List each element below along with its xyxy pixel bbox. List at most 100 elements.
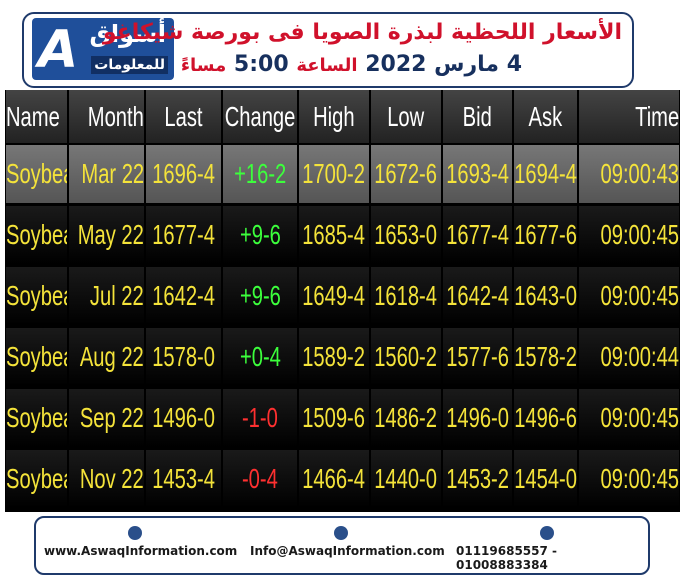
cell-text: Soybean (6, 158, 67, 189)
cell-text: Mar 22 (81, 158, 144, 189)
column-header: Month (87, 100, 144, 132)
cell-text: 1453-4 (152, 463, 215, 494)
cell-text-cell: -0-4 (223, 450, 297, 508)
cell-text: May 22 (77, 219, 144, 250)
cell-text-cell: 1642-4 (146, 267, 221, 325)
cell-text: 1677-4 (152, 219, 215, 250)
cell-text: 1696-4 (152, 158, 215, 189)
cell-text-cell: 1693-4 (443, 145, 512, 203)
web-icon (128, 526, 142, 540)
cell-text: +9-6 (239, 219, 281, 250)
cell-text: 1677-4 (446, 219, 509, 250)
cell-text: 09:00:45 (600, 280, 679, 311)
cell-text-cell: 1509-6 (299, 389, 369, 447)
cell-text-cell: 1496-6 (514, 389, 577, 447)
cell-text: 1560-2 (374, 341, 438, 372)
website: www.AswaqInformation.com (44, 544, 238, 558)
cell-text: +9-6 (239, 280, 281, 311)
cell-text: 1578-0 (152, 341, 215, 372)
cell-text-cell: Soybean (6, 328, 67, 386)
cell-text-cell: 1578-0 (146, 328, 221, 386)
cell-text: Soybean (6, 402, 67, 433)
cell-text-cell: 1466-4 (299, 450, 369, 508)
cell-text-cell: 1685-4 (299, 206, 369, 264)
cell-text: -0-4 (242, 463, 278, 494)
cell-text-cell: Aug 22 (69, 328, 144, 386)
period: مساءً (180, 55, 227, 76)
cell-text-cell: Soybean (6, 389, 67, 447)
cell-text-cell: 09:00:43 (579, 145, 679, 203)
cell-text: 1653-0 (374, 219, 438, 250)
date: 4 مارس 2022 (365, 52, 522, 77)
cell-text-cell: 1696-4 (146, 145, 221, 203)
cell-text: 09:00:43 (600, 158, 679, 189)
cell-text-cell: 1496-0 (443, 389, 512, 447)
cell-text: 1685-4 (302, 219, 366, 250)
cell-text-cell: 09:00:44 (579, 328, 679, 386)
column-header: Name (6, 100, 60, 132)
cell-text: +16-2 (233, 158, 287, 189)
cell-text-cell: 09:00:45 (579, 450, 679, 508)
cell-text: 09:00:44 (600, 341, 679, 372)
cell-text-cell: 1440-0 (371, 450, 441, 508)
cell-text: Soybean (6, 219, 67, 250)
time: 5:00 (233, 52, 289, 77)
cell-text: 1453-2 (446, 463, 509, 494)
cell-text: Soybean (6, 463, 67, 494)
phone: 01119685557 - 01008883384 (456, 544, 558, 572)
cell-text: 1694-4 (514, 158, 577, 189)
cell-text-cell: 1578-2 (514, 328, 577, 386)
mail-icon (334, 526, 348, 540)
cell-text: 1693-4 (446, 158, 509, 189)
cell-text: 1672-6 (374, 158, 438, 189)
cell-text-cell: 1454-0 (514, 450, 577, 508)
subtitle: 4 مارس 2022 الساعة 5:00 مساءً (181, 52, 522, 77)
logo-sub: للمعلومات (91, 56, 168, 74)
cell-text-cell: 1618-4 (371, 267, 441, 325)
cell-text-cell: 1560-2 (371, 328, 441, 386)
cell-text-cell: +9-6 (223, 267, 297, 325)
cell-text-cell: Soybean (6, 145, 67, 203)
cell-text: 1440-0 (374, 463, 438, 494)
cell-text-cell: 1642-4 (443, 267, 512, 325)
column-header: Change (224, 100, 296, 132)
cell-text: +0-4 (239, 341, 281, 372)
column-header-cell: Time (579, 90, 679, 143)
cell-text-cell: Jul 22 (69, 267, 144, 325)
cell-text: 1496-6 (514, 402, 577, 433)
cell-text-cell: May 22 (69, 206, 144, 264)
cell-text-cell: 1486-2 (371, 389, 441, 447)
column-header: Last (164, 100, 203, 132)
logo-icon: A (38, 20, 79, 80)
column-header-cell: Low (371, 90, 441, 143)
cell-text: 09:00:45 (600, 402, 679, 433)
phone-icon (540, 526, 554, 540)
cell-text-cell: Nov 22 (69, 450, 144, 508)
email: Info@AswaqInformation.com (250, 544, 445, 558)
cell-text: 1454-0 (514, 463, 577, 494)
column-header-cell: Name (6, 90, 67, 143)
column-header-cell: High (299, 90, 369, 143)
cell-text: 1466-4 (302, 463, 366, 494)
cell-text-cell: Soybean (6, 206, 67, 264)
cell-text-cell: 1677-4 (443, 206, 512, 264)
header: A أسواق للمعلومات الأسعار اللحظية لبذرة … (22, 12, 634, 88)
cell-text-cell: 1589-2 (299, 328, 369, 386)
cell-text-cell: 09:00:45 (579, 267, 679, 325)
logo-main: أسواق (89, 20, 166, 48)
column-header-cell: Bid (443, 90, 512, 143)
cell-text-cell: 1643-0 (514, 267, 577, 325)
column-header-cell: Ask (514, 90, 577, 143)
cell-text-cell: -1-0 (223, 389, 297, 447)
cell-text-cell: +16-2 (223, 145, 297, 203)
cell-text-cell: 1694-4 (514, 145, 577, 203)
cell-text: 1496-0 (446, 402, 509, 433)
column-header: Ask (528, 100, 563, 132)
cell-text-cell: +0-4 (223, 328, 297, 386)
cell-text-cell: Mar 22 (69, 145, 144, 203)
cell-text: 09:00:45 (600, 463, 679, 494)
column-header: Time (634, 100, 679, 132)
title: الأسعار اللحظية لبذرة الصويا فى بورصة شي… (102, 20, 622, 45)
cell-text: 1577-6 (446, 341, 509, 372)
column-header-cell: Change (223, 90, 297, 143)
